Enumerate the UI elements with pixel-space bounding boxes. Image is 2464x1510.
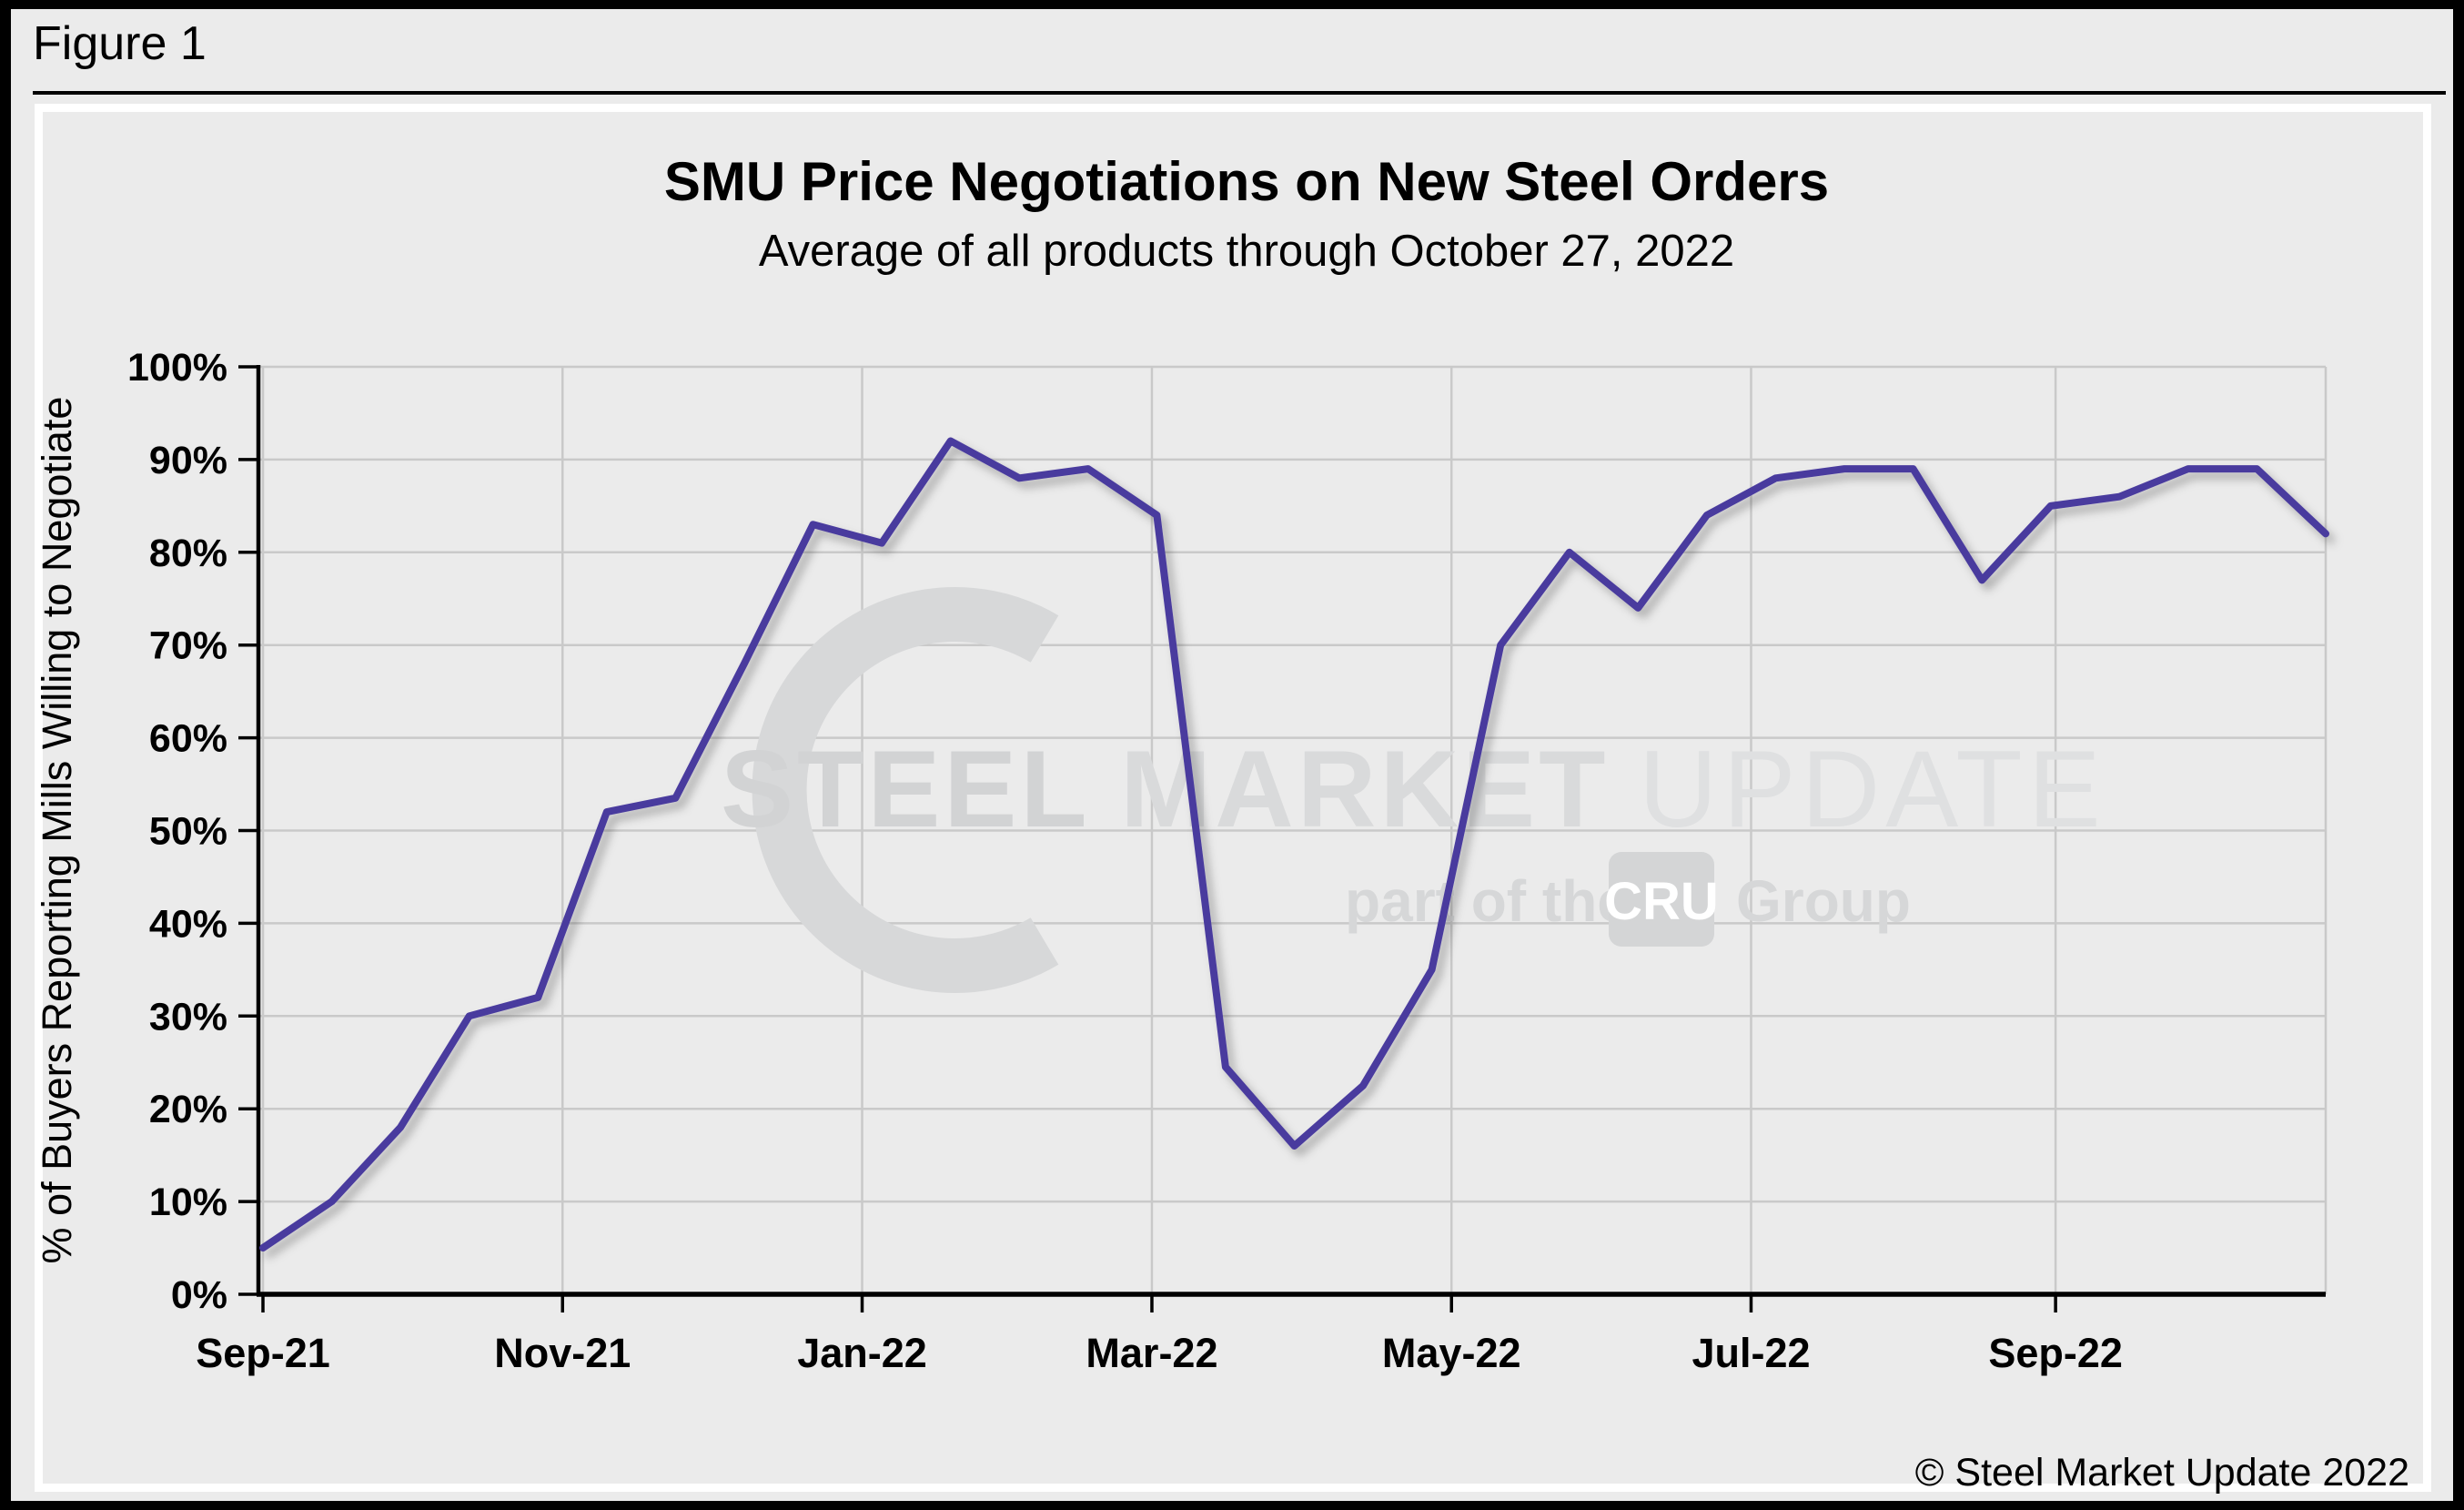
y-axis-title: % of Buyers Reporting Mills Willing to N…	[34, 397, 80, 1264]
figure-label: Figure 1	[33, 17, 207, 70]
page-background: Figure 1	[11, 9, 2453, 1501]
y-tick-label: 90%	[149, 439, 227, 482]
chart-panel	[35, 104, 2431, 1492]
data-series	[259, 437, 2329, 1252]
y-tick-label: 0%	[171, 1273, 227, 1317]
watermark-cru: CRU	[1604, 872, 1719, 931]
x-tick-label: Sep-22	[1988, 1330, 2123, 1376]
watermark-update: UPDATE	[1639, 728, 2106, 850]
axes	[238, 365, 2326, 1312]
watermark-group: Group	[1736, 868, 1911, 934]
y-tick-label: 60%	[149, 717, 227, 761]
x-tick-label: Jul-22	[1691, 1330, 1810, 1376]
gridlines	[260, 365, 2328, 1294]
watermark: STEEL MARKET UPDATE part of the CRU Grou…	[721, 587, 2106, 993]
watermark-tagline: part of the	[1345, 868, 1630, 934]
chart-subtitle: Average of all products through October …	[759, 227, 1734, 276]
negotiation-rate-line	[259, 437, 2329, 1252]
y-tick-label: 20%	[149, 1088, 227, 1131]
smu-crescent-logo-icon	[752, 587, 1059, 993]
x-tick-label: Mar-22	[1086, 1330, 1217, 1376]
y-tick-label: 50%	[149, 810, 227, 854]
y-tick-label: 30%	[149, 995, 227, 1039]
x-tick-label: May-22	[1382, 1330, 1521, 1376]
y-tick-label: 10%	[149, 1181, 227, 1224]
watermark-wordmark: STEEL MARKET UPDATE	[721, 728, 2106, 850]
cru-badge-icon	[1609, 852, 1714, 947]
figure-rule-divider	[33, 91, 2446, 95]
chart-title: SMU Price Negotiations on New Steel Orde…	[664, 151, 1829, 212]
x-tick-label: Sep-21	[196, 1330, 330, 1376]
y-tick-label: 80%	[149, 532, 227, 575]
watermark-market: MARKET	[1120, 728, 1609, 850]
watermark-steel: STEEL	[721, 728, 1091, 850]
y-tick-label: 40%	[149, 902, 227, 946]
x-tick-label: Nov-21	[494, 1330, 631, 1376]
y-tick-label: 100%	[127, 346, 227, 390]
y-tick-label: 70%	[149, 624, 227, 668]
copyright-text: © Steel Market Update 2022	[1915, 1451, 2409, 1495]
x-tick-label: Jan-22	[797, 1330, 927, 1376]
axis-labels: 0% 10% 20% 30% 40% 50% 60% 70% 80% 90% 100% Sep-21 N…	[127, 346, 2123, 1376]
